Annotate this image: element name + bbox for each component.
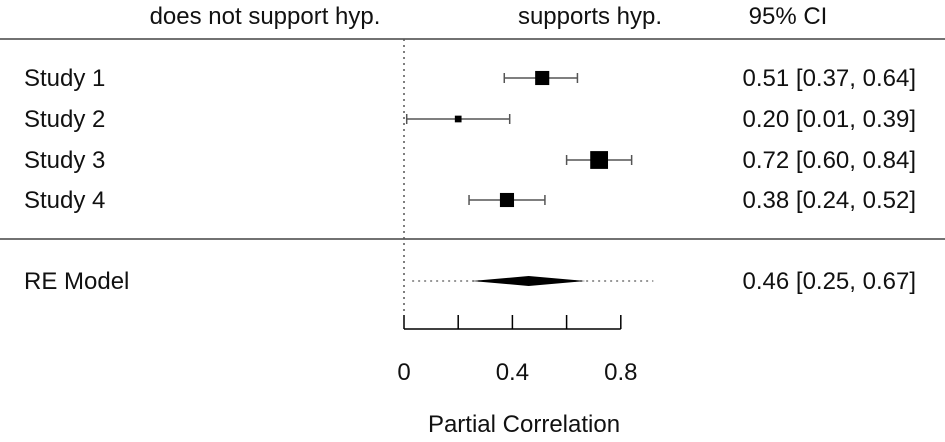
summary-diamond: [471, 276, 586, 286]
study-row: Study 2 0.20 [0.01, 0.39]: [24, 106, 916, 133]
header-left-label: does not support hyp.: [150, 3, 381, 30]
x-tick-label: 0: [397, 359, 410, 386]
point-estimate: [535, 70, 550, 86]
study-ci-text: 0.51 [0.37, 0.64]: [743, 65, 916, 92]
study-row: Study 3 0.72 [0.60, 0.84]: [24, 147, 916, 174]
study-label: Study 3: [24, 147, 105, 174]
x-tick-label: 0.8: [604, 359, 637, 386]
x-axis: 0 0.4 0.8: [397, 315, 637, 386]
study-label: Study 4: [24, 187, 105, 214]
study-ci-text: 0.38 [0.24, 0.52]: [743, 187, 916, 214]
study-row: Study 4 0.38 [0.24, 0.52]: [24, 187, 916, 214]
study-rows: Study 1 0.51 [0.37, 0.64] Study 2 0.20 [0.0…: [24, 65, 916, 214]
header-right-label: supports hyp.: [518, 3, 662, 30]
header-ci-label: 95% CI: [749, 3, 828, 30]
point-estimate: [590, 151, 609, 169]
summary-label: RE Model: [24, 268, 129, 295]
summary-ci-text: 0.46 [0.25, 0.67]: [743, 268, 916, 295]
summary-row: RE Model 0.46 [0.25, 0.67]: [24, 268, 916, 295]
study-row: Study 1 0.51 [0.37, 0.64]: [24, 65, 916, 92]
x-axis-label: Partial Correlation: [428, 411, 620, 438]
study-ci-text: 0.72 [0.60, 0.84]: [743, 147, 916, 174]
point-estimate: [499, 192, 515, 208]
study-ci-text: 0.20 [0.01, 0.39]: [743, 106, 916, 133]
point-estimate: [454, 115, 462, 123]
study-label: Study 1: [24, 65, 105, 92]
study-label: Study 2: [24, 106, 105, 133]
x-tick-label: 0.4: [496, 359, 529, 386]
